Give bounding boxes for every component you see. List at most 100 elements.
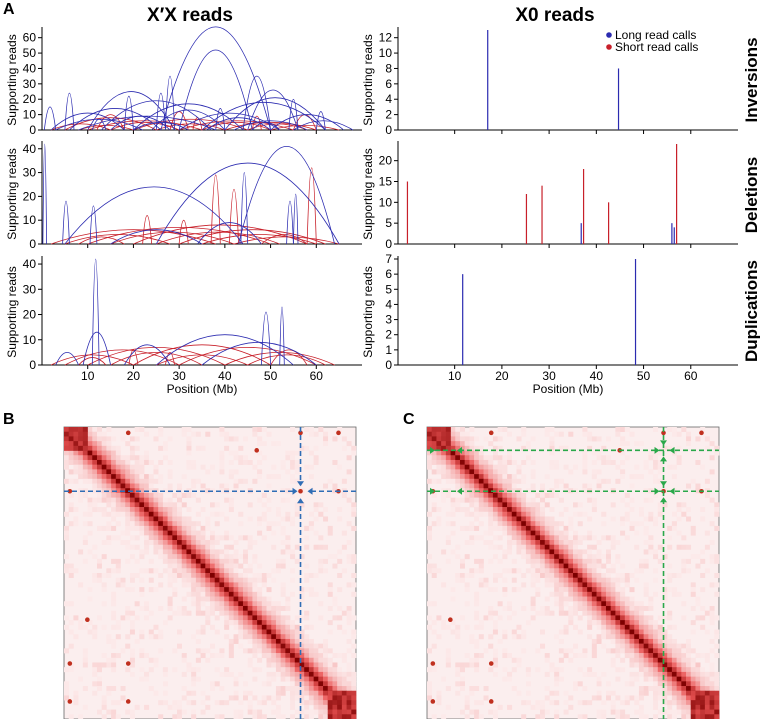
- heatmap-cell: [657, 634, 663, 640]
- heatmap-cell: [125, 455, 131, 461]
- heatmap-cell: [233, 690, 239, 696]
- heatmap-cell: [521, 634, 527, 640]
- arrow-head: [292, 487, 298, 495]
- heatmap-cell: [87, 530, 93, 536]
- series-long: [462, 259, 637, 365]
- heatmap-cell: [464, 540, 470, 546]
- heatmap-cell: [620, 596, 626, 602]
- heatmap-cell: [634, 648, 640, 654]
- heatmap-cell: [304, 577, 310, 583]
- heatmap-cell: [162, 544, 168, 550]
- heatmap-cell: [610, 544, 616, 550]
- heatmap-cell: [596, 624, 602, 630]
- heatmap-cell: [323, 695, 329, 701]
- heatmap-cell: [285, 488, 291, 494]
- heatmap-cell: [304, 615, 310, 621]
- heatmap-cell: [294, 469, 300, 475]
- heatmap-cell: [709, 681, 715, 687]
- heatmap-cell: [153, 502, 159, 508]
- heatmap-cell: [228, 469, 234, 475]
- heatmap-cell: [337, 558, 343, 564]
- heatmap-cell: [214, 714, 220, 719]
- heatmap-cell: [299, 596, 305, 602]
- y-tick-label: 30: [23, 282, 37, 296]
- heatmap-cell: [144, 525, 150, 531]
- heatmap-cell: [535, 540, 541, 546]
- heatmap-cell: [153, 568, 159, 574]
- heatmap-cell: [313, 671, 319, 677]
- heatmap-cell: [144, 459, 150, 465]
- heatmap-cell: [535, 573, 541, 579]
- heatmap-cell: [252, 629, 258, 635]
- heatmap-cell: [709, 558, 715, 564]
- heatmap-cell: [427, 530, 433, 536]
- heatmap-cell: [233, 478, 239, 484]
- heatmap-cell: [671, 714, 677, 719]
- heatmap-cell: [474, 643, 480, 649]
- heatmap-cell: [610, 620, 616, 626]
- heatmap-cell: [261, 714, 267, 719]
- heatmap-cell: [177, 568, 183, 574]
- heatmap-cell: [294, 558, 300, 564]
- heatmap-cell: [469, 686, 475, 692]
- heatmap-cell: [653, 653, 659, 659]
- heatmap-cell: [101, 478, 107, 484]
- heatmap-cell: [544, 605, 550, 611]
- heatmap-cell: [129, 648, 135, 654]
- heatmap-cell: [638, 620, 644, 626]
- heatmap-cell: [271, 653, 277, 659]
- heatmap-cell: [346, 695, 352, 701]
- heatmap-cell: [516, 530, 522, 536]
- heatmap-cell: [605, 605, 611, 611]
- heatmap-cell: [82, 511, 88, 517]
- heatmap-cell: [540, 563, 546, 569]
- heatmap-cell: [200, 629, 206, 635]
- heatmap-cell: [653, 657, 659, 663]
- heatmap-cell: [186, 450, 192, 456]
- heatmap-cell: [224, 587, 230, 593]
- heatmap-cell: [587, 544, 593, 550]
- heatmap-cell: [214, 681, 220, 687]
- heatmap-cell: [445, 441, 451, 447]
- heatmap-cell: [700, 690, 706, 696]
- y-tick-label: 0: [29, 358, 36, 372]
- heatmap-cell: [483, 455, 489, 461]
- heatmap-cell: [115, 582, 121, 588]
- heatmap-cell: [299, 662, 305, 668]
- heatmap-cell: [308, 695, 314, 701]
- heatmap-cell: [200, 507, 206, 513]
- heatmap-cell: [68, 643, 74, 649]
- heatmap-cell: [205, 582, 211, 588]
- arc-mark: [210, 174, 221, 245]
- heatmap-cell: [68, 507, 74, 513]
- heatmap-cell: [351, 450, 357, 456]
- heatmap-cell: [667, 648, 673, 654]
- heatmap-cell: [341, 695, 347, 701]
- heatmap-cell: [96, 681, 102, 687]
- heatmap-cell: [247, 544, 253, 550]
- heatmap-cell: [280, 620, 286, 626]
- heatmap-cell: [148, 511, 154, 517]
- heatmap-cell: [620, 610, 626, 616]
- heatmap-cell: [318, 427, 324, 433]
- heatmap-cell: [704, 714, 710, 719]
- heatmap-cell: [167, 474, 173, 480]
- heatmap-cell: [285, 667, 291, 673]
- heatmap-cell: [129, 544, 135, 550]
- heatmap-cell: [662, 648, 668, 654]
- heatmap-cell: [158, 478, 164, 484]
- heatmap-cell: [558, 478, 564, 484]
- heatmap-cell: [87, 464, 93, 470]
- heatmap-cell: [323, 558, 329, 564]
- heatmap-cell: [714, 502, 720, 508]
- heatmap-cell: [96, 474, 102, 480]
- heatmap-cell: [177, 540, 183, 546]
- arc-mark: [240, 172, 249, 245]
- heatmap-cell: [469, 573, 475, 579]
- heatmap-cell: [275, 507, 281, 513]
- heatmap-cell: [502, 492, 508, 498]
- heatmap-cell: [511, 516, 517, 522]
- heatmap-cell: [445, 474, 451, 480]
- arc-mark: [55, 352, 79, 366]
- heatmap-cell: [247, 709, 253, 715]
